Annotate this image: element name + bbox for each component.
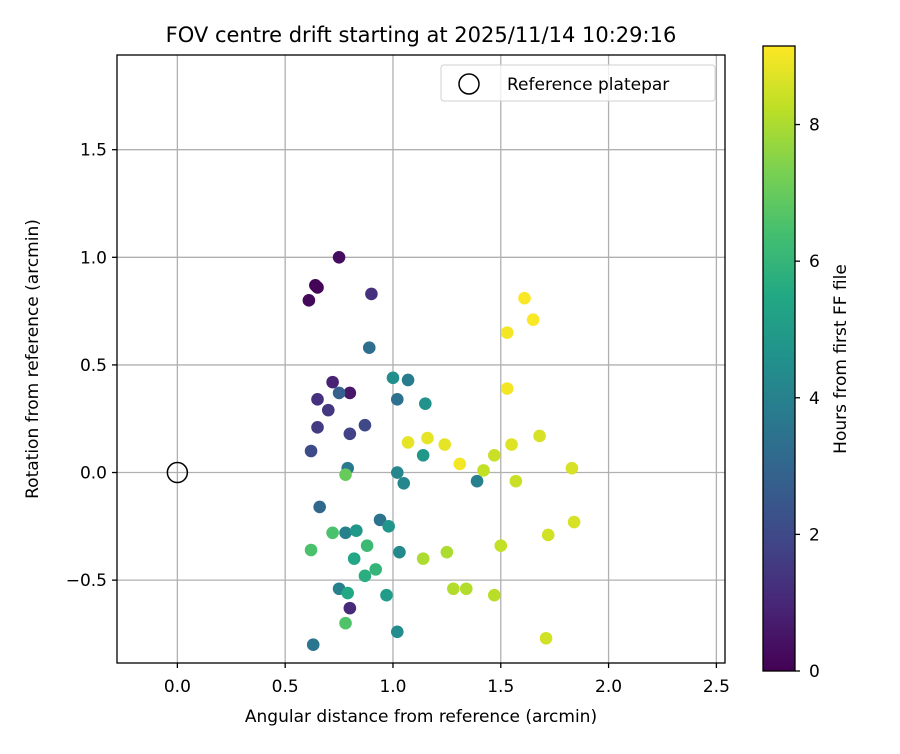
scatter-point	[440, 545, 454, 559]
colorbar: 0 2 4 6 8 Hours from first FF file	[762, 45, 851, 682]
scatter-point	[539, 631, 553, 645]
scatter-point	[358, 569, 372, 583]
scatter-point	[362, 341, 376, 355]
scatter-point	[341, 586, 354, 600]
scatter-point	[494, 539, 508, 553]
scatter-point	[339, 616, 352, 630]
scatter-point	[567, 515, 581, 529]
scatter-point	[350, 524, 363, 537]
x-axis-ticks: 0.0 0.5 1.0 1.5 2.0 2.5	[164, 663, 730, 697]
data-points	[302, 251, 581, 652]
scatter-point	[397, 476, 411, 490]
x-axis-label: Angular distance from reference (arcmin)	[245, 707, 597, 727]
x-tick-label: 0.5	[272, 677, 299, 697]
scatter-point	[313, 500, 326, 514]
scatter-point	[488, 588, 501, 602]
x-tick-label: 2.5	[703, 677, 730, 697]
scatter-point	[343, 601, 357, 615]
scatter-point	[390, 625, 404, 639]
scatter-point	[533, 429, 546, 443]
scatter-point	[382, 520, 395, 533]
legend-label: Reference platepar	[507, 75, 669, 95]
scatter-point	[332, 386, 346, 400]
x-tick-label: 0.0	[164, 677, 191, 697]
y-axis-ticks: −0.5 0.0 0.5 1.0 1.5	[66, 141, 117, 591]
scatter-point	[380, 588, 393, 602]
scatter-point	[343, 427, 357, 441]
scatter-point	[386, 371, 400, 385]
y-tick-label: −0.5	[66, 571, 107, 591]
scatter-point	[500, 326, 514, 339]
scatter-point	[541, 528, 555, 542]
scatter-point	[505, 438, 518, 451]
scatter-point	[360, 539, 374, 553]
scatter-point	[326, 526, 339, 540]
x-tick-label: 2.0	[595, 677, 622, 697]
scatter-point	[416, 449, 430, 462]
scatter-point	[500, 382, 514, 395]
colorbar-tick-label: 0	[809, 662, 820, 682]
scatter-point	[358, 418, 372, 432]
scatter-point	[453, 457, 467, 471]
scatter-point	[438, 438, 452, 451]
scatter-point	[311, 281, 324, 294]
colorbar-label: Hours from first FF file	[831, 264, 851, 454]
scatter-point	[326, 375, 339, 389]
y-tick-label: 1.0	[80, 248, 107, 268]
scatter-point	[339, 526, 352, 540]
scatter-point	[311, 421, 324, 434]
scatter-point	[509, 474, 523, 488]
scatter-point	[347, 552, 361, 565]
scatter-point	[526, 313, 540, 327]
scatter-point	[304, 444, 318, 458]
scatter-point	[390, 466, 404, 479]
colorbar-gradient	[762, 45, 796, 672]
scatter-point	[311, 393, 324, 406]
scatter-point	[373, 513, 387, 527]
reference-platepar-marker	[166, 461, 189, 484]
scatter-point	[518, 291, 531, 305]
scatter-point	[470, 474, 484, 488]
x-tick-label: 1.5	[487, 677, 514, 697]
scatter-point	[332, 251, 346, 264]
scatter-point	[393, 545, 406, 559]
scatter-point	[343, 386, 357, 400]
y-axis-label: Rotation from reference (arcmin)	[23, 219, 43, 499]
y-tick-label: 1.5	[80, 141, 107, 161]
scatter-point	[488, 449, 501, 462]
colorbar-tick-label: 2	[809, 525, 820, 545]
scatter-point	[321, 403, 335, 417]
scatter-point	[447, 582, 460, 596]
scatter-point	[306, 638, 320, 652]
x-tick-label: 1.0	[379, 677, 406, 697]
scatter-point	[416, 552, 430, 565]
scatter-point	[390, 393, 404, 406]
scatter-point	[401, 436, 415, 449]
scatter-point	[365, 287, 378, 301]
legend: Reference platepar	[440, 64, 716, 102]
scatter-point	[304, 543, 318, 557]
scatter-point	[401, 373, 415, 387]
colorbar-ticks: 0 2 4 6 8	[795, 116, 820, 682]
scatter-point	[477, 464, 490, 477]
scatter-point	[302, 294, 316, 307]
colorbar-tick-label: 6	[809, 252, 820, 272]
legend-open-circle-icon	[458, 73, 480, 95]
grid	[117, 55, 725, 663]
scatter-point	[565, 461, 579, 475]
scatter-point	[419, 397, 432, 410]
colorbar-tick-label: 8	[809, 116, 820, 136]
axes-frame	[116, 54, 726, 664]
plot-area	[117, 55, 725, 663]
colorbar-tick-label: 4	[809, 389, 820, 409]
scatter-point	[339, 468, 352, 481]
y-tick-label: 0.0	[80, 464, 107, 484]
scatter-point	[421, 431, 434, 445]
legend-box	[440, 64, 716, 102]
chart-title: FOV centre drift starting at 2025/11/14 …	[166, 23, 677, 47]
scatter-point	[459, 582, 473, 596]
y-tick-label: 0.5	[80, 356, 107, 376]
scatter-point	[369, 563, 383, 576]
